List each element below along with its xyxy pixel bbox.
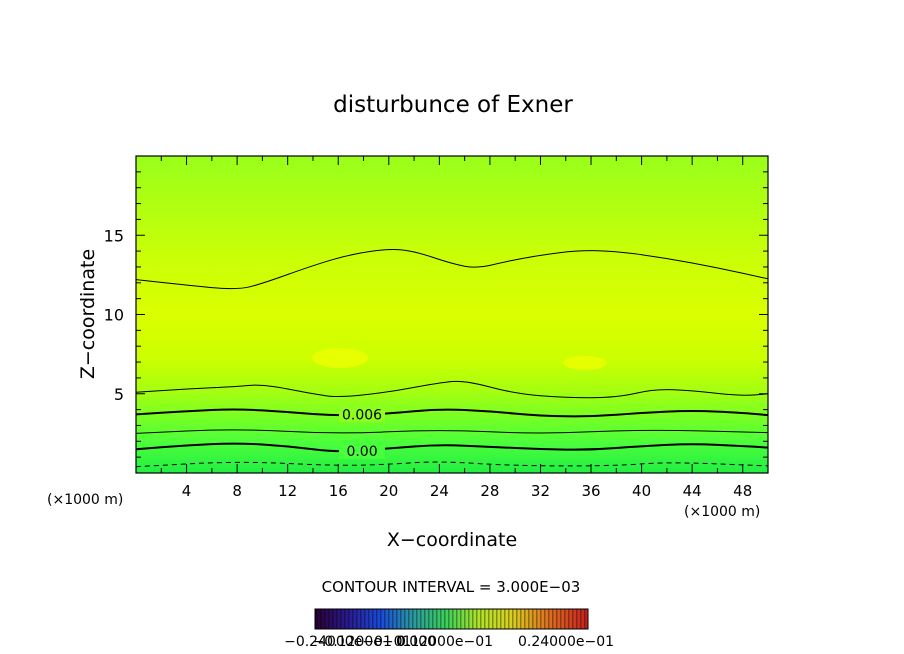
x-tick-label: 16 (329, 482, 348, 500)
contour-label-bg (339, 404, 386, 423)
contour-label: 0.00 (346, 444, 377, 460)
x-axis-label: X−coordinate (387, 529, 517, 551)
x-tick-label: 24 (430, 482, 449, 500)
x-tick-label: 40 (632, 482, 651, 500)
y-tick-label: 15 (104, 226, 124, 245)
x-tick-label: 8 (232, 482, 242, 500)
contour-field (136, 156, 768, 473)
colorbar-label: −0.1200e−01 (313, 634, 412, 650)
colorbar-label: −0.24000e−01 (284, 634, 392, 650)
x-tick-label: 12 (278, 482, 297, 500)
x-tick-label: 32 (531, 482, 550, 500)
y-tick-label: 5 (114, 385, 124, 404)
yellow-patch (563, 356, 607, 370)
colorbar-label: 0.000 (396, 634, 436, 650)
contour-labels: 0.006 0.00 (339, 404, 386, 460)
y-tick-label: 10 (104, 306, 124, 325)
contour-line (136, 249, 768, 290)
x-tick-label: 44 (683, 482, 702, 500)
chart-title: disturbunce of Exner (333, 92, 573, 118)
x-axis: 4 8 12 16 20 24 28 32 36 40 44 48 (160, 156, 752, 500)
contour-line (136, 408, 768, 418)
x-tick-label: 48 (733, 482, 752, 500)
x-tick-label: 20 (379, 482, 398, 500)
contour-line (136, 461, 768, 468)
x-tick-label: 4 (182, 482, 192, 500)
contour-line (136, 429, 768, 434)
colorbar-label: 0.12000e−01 (397, 634, 493, 650)
contour-label: 0.006 (342, 407, 382, 423)
colorbar-label: 0.24000e−01 (518, 634, 614, 650)
x-unit-label-right: (×1000 m) (684, 504, 760, 520)
plot-area (135, 155, 769, 474)
x-tick-label: 36 (581, 482, 600, 500)
contour-line (136, 380, 768, 399)
contour-lines (136, 249, 768, 468)
yellow-patch (312, 348, 368, 368)
x-tick-label: 28 (480, 482, 499, 500)
y-axis: 5 10 15 (104, 171, 768, 458)
x-unit-label-left: (×1000 m) (47, 492, 123, 508)
contour-interval-text: CONTOUR INTERVAL = 3.000E−03 (322, 578, 581, 596)
contour-label-bg (339, 440, 386, 459)
colorbar (314, 608, 589, 630)
y-axis-label: Z−coordinate (77, 249, 99, 379)
contour-line (136, 442, 768, 453)
